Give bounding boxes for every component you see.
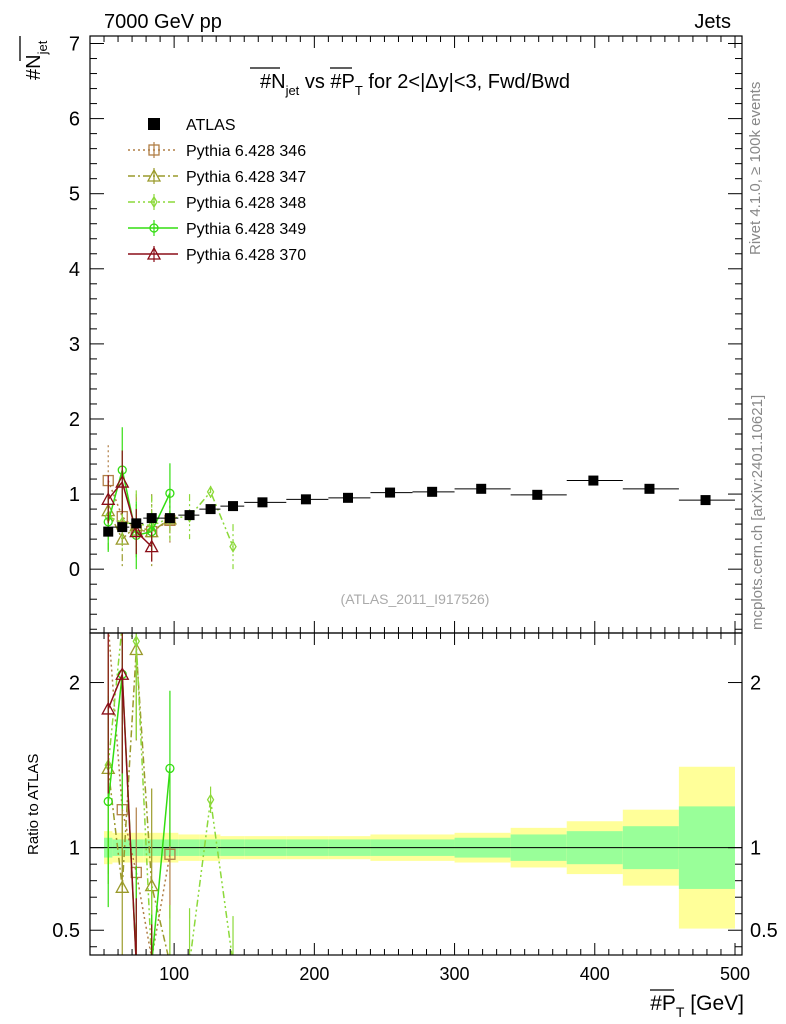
x-axis-label: #PT [GeV] [650,992,744,1020]
atlas-point [205,504,216,515]
y-tick-label: 0 [69,559,80,581]
x-tick-label: 100 [159,964,189,984]
ratio-series-line [107,674,137,955]
y-tick-label: 4 [69,259,80,281]
mc-series-line [107,480,171,533]
atlas-point [700,495,711,506]
atlas-point [131,518,142,529]
ratio-tick-label-right: 2 [750,673,761,695]
ratio-point [165,763,175,774]
atlas-point [427,486,438,497]
ratio-series-line [107,633,233,955]
chart-title: #Njet vs #PT for 2<|Δy|<3, Fwd/Bwd [250,67,570,98]
main-plot [101,427,735,570]
ratio-plot [90,620,742,955]
mc-series-5 [101,450,159,562]
legend-marker-atlas [148,118,160,130]
atlas-point [117,522,128,533]
legend-label: Pythia 6.428 346 [186,143,306,160]
svg-text:#Njet vs #PT for 2<|Δy|<3, Fwd: #Njet vs #PT for 2<|Δy|<3, Fwd/Bwd [260,71,570,98]
mc-point [165,488,175,498]
process-label: Jets [694,11,731,33]
atlas-point [103,526,114,537]
y-tick-label: 2 [69,409,80,431]
legend-marker [148,144,160,156]
mc-point [115,474,130,488]
legend-marker [150,195,158,209]
ratio-tick-label-left: 0.5 [52,920,80,942]
legend-label: Pythia 6.428 347 [186,169,306,186]
legend: ATLAS Pythia 6.428 346 Pythia 6.428 347 Pyt… [128,117,306,264]
ratio-point [103,620,113,630]
y-tick-label: 1 [69,484,80,506]
y-tick-label: 3 [69,334,80,356]
ratio-tick-label-right: 0.5 [750,920,778,942]
atlas-point [146,513,157,524]
mc-series-4 [103,427,175,570]
ratio-point [119,620,125,630]
ratio-point [115,666,130,680]
ratio-point [101,701,116,715]
x-tick-label: 500 [720,964,750,984]
ratio-series-line [107,649,169,955]
ratio-point [206,793,215,807]
y-tick-label: 6 [69,109,80,131]
ratio-axis-label: Ratio to ATLAS [25,754,42,855]
y-tick-label: 7 [69,34,80,56]
ratio-point [164,848,176,860]
atlas-point [385,487,396,498]
atlas-point [342,492,353,503]
atlas-point [476,483,487,494]
x-tick-label: 200 [299,964,329,984]
atlas-point [257,497,268,508]
svg-text:#Njet: #Njet [23,40,50,80]
ratio-series-4 [103,633,175,955]
ratio-tick-label-left: 2 [69,673,80,695]
ratio-frame [89,632,743,956]
ratio-tick-label-left: 1 [69,838,80,860]
ratio-point [103,796,113,807]
mc-series-line [107,490,234,547]
legend-marker [146,168,162,182]
ratio-tick-label-right: 1 [750,838,761,860]
ratio-series-line [107,674,171,955]
mc-point [206,485,215,499]
atlas-point [300,494,311,505]
mc-series-line [107,480,153,548]
legend-marker [146,246,162,260]
energy-label: 7000 GeV pp [104,11,222,33]
mc-point [101,491,116,505]
ratio-series-3 [104,620,234,955]
mc-point [129,524,144,538]
atlas-point [532,489,543,500]
atlas-point [588,475,599,486]
mcplots-label: mcplots.cern.ch [arXiv:2401.10621] [749,395,766,630]
ratio-series-5 [101,633,153,955]
atlas-data [103,475,735,537]
ratio-point [132,634,141,648]
legend-label: Pythia 6.428 349 [186,221,306,238]
x-tick-label: 300 [440,964,470,984]
atlas-point [184,510,195,521]
mc-point [229,540,237,553]
legend-label: Pythia 6.428 370 [186,247,306,264]
ratio-point [115,879,130,893]
analysis-watermark: (ATLAS_2011_I917526) [341,591,490,607]
rivet-label: Rivet 4.1.0, ≥ 100k events [747,82,764,255]
ratio-series-1 [103,620,176,955]
legend-label-atlas: ATLAS [186,117,236,134]
legend-marker [149,223,159,233]
y-axis-label: #Njet [19,36,50,80]
legend-label: Pythia 6.428 348 [186,195,306,212]
y-tick-label: 5 [69,184,80,206]
x-tick-label: 400 [580,964,610,984]
mc-point [144,539,159,553]
atlas-point [228,501,239,512]
atlas-point [164,513,175,524]
svg-text:#PT [GeV]: #PT [GeV] [650,992,744,1020]
atlas-point [644,483,655,494]
